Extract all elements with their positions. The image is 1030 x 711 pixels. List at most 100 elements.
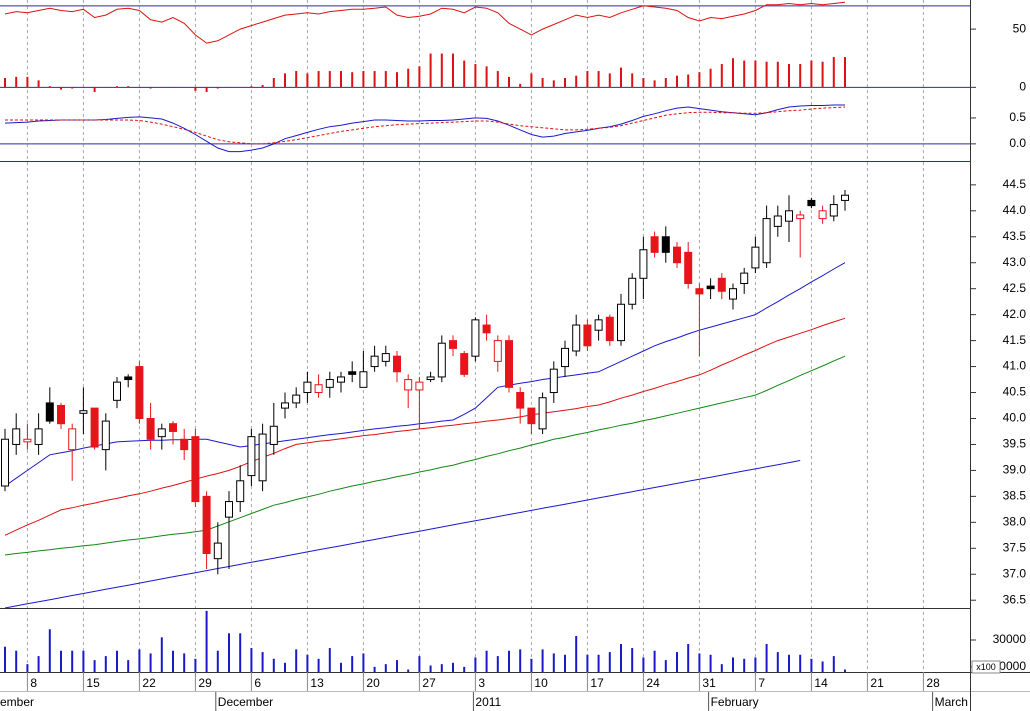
bar (452, 53, 454, 88)
bar (183, 653, 186, 672)
bar (4, 78, 6, 88)
bar (93, 660, 96, 672)
bar (631, 648, 634, 672)
candle-body (12, 428, 21, 445)
candle-body (706, 285, 715, 290)
bar (664, 78, 667, 88)
x-tick-label: 20 (366, 676, 380, 690)
bar (799, 64, 802, 88)
bar (440, 664, 443, 672)
candle-body (796, 214, 805, 220)
bar (440, 53, 443, 88)
y-tick-label: 40.5 (1003, 385, 1027, 399)
bar (15, 650, 18, 672)
bar (664, 660, 667, 672)
bar (687, 644, 690, 672)
bar (261, 85, 264, 88)
bar (508, 650, 510, 672)
candle-body (292, 394, 301, 404)
bar (351, 72, 354, 88)
bar (620, 67, 622, 88)
bar (228, 87, 230, 88)
candle-body (717, 277, 726, 292)
y-tick-label: 10000 (993, 659, 1027, 673)
bar (474, 657, 477, 672)
bar (261, 652, 264, 672)
bar (138, 649, 141, 672)
bar (340, 71, 342, 88)
bar (832, 656, 835, 672)
bar (810, 60, 813, 88)
bar (317, 71, 320, 88)
bar (732, 58, 734, 88)
bar (586, 654, 589, 672)
candle-body (661, 236, 670, 253)
candle-body (471, 319, 480, 357)
x-tick-label: 29 (198, 676, 212, 690)
candle-body (303, 381, 312, 394)
bar (608, 652, 611, 672)
bar (239, 87, 242, 88)
y-tick-label: 39.5 (1003, 437, 1027, 451)
candle-body (113, 381, 121, 401)
bar (564, 654, 566, 672)
bar (698, 653, 701, 672)
candle-body (829, 204, 838, 217)
candle-body (751, 246, 760, 269)
candle-body (101, 420, 110, 451)
bar (160, 87, 163, 88)
bar (720, 664, 723, 672)
bar (37, 80, 40, 88)
line (4, 355, 846, 556)
bar (418, 66, 421, 88)
bar (687, 74, 690, 88)
bar (328, 648, 331, 672)
candle-body (393, 355, 401, 373)
bar (474, 64, 477, 88)
bar (530, 73, 533, 88)
candle-body (650, 236, 659, 253)
bar (642, 657, 645, 672)
bar (429, 53, 432, 88)
bar (216, 650, 219, 672)
line (5, 106, 846, 145)
bar (93, 87, 96, 92)
bar (396, 660, 398, 672)
candle-body (538, 397, 547, 430)
line (4, 104, 845, 153)
bar (272, 658, 275, 672)
candle-body (281, 402, 289, 409)
candle-body (605, 316, 614, 342)
candle-body (258, 433, 267, 482)
line (4, 460, 801, 609)
bar (60, 87, 62, 90)
bar (295, 71, 298, 88)
bar (104, 656, 107, 672)
annotation: x100 (976, 662, 996, 672)
y-tick-label: 41.5 (1003, 333, 1027, 347)
bar (15, 76, 18, 88)
y-tick-label: 42.5 (1003, 281, 1027, 295)
bar (306, 654, 309, 672)
candle-body (549, 368, 558, 394)
bar (496, 71, 499, 88)
x-tick-label: 6 (254, 676, 261, 690)
candle-body (437, 342, 446, 378)
bar (776, 652, 779, 672)
month-label: March (935, 695, 968, 709)
bar (407, 68, 410, 88)
bar (272, 78, 275, 88)
bar (172, 650, 174, 672)
bar (720, 64, 723, 88)
candle-body (561, 347, 569, 368)
bar (116, 86, 118, 88)
bar (194, 87, 197, 91)
line (4, 317, 846, 536)
y-tick-label: 44.0 (1003, 203, 1027, 217)
candle-body (202, 495, 211, 554)
bar (37, 656, 40, 672)
bar (384, 71, 387, 88)
x-tick-label: 28 (926, 676, 940, 690)
candle-body (124, 376, 133, 381)
